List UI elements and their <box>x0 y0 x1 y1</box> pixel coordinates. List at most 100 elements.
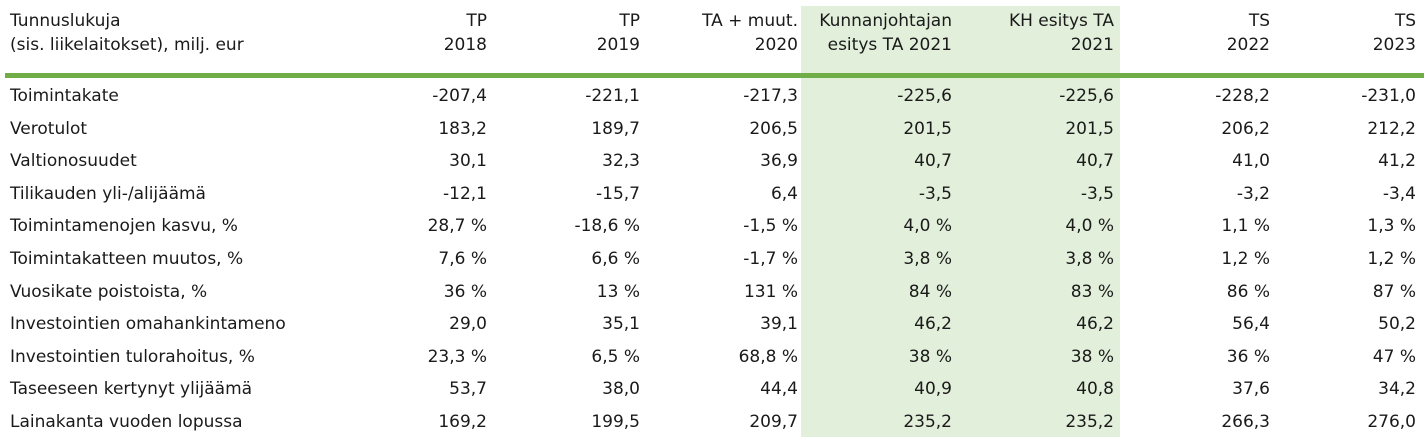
table-cell: -225,6 <box>1059 86 1114 106</box>
table-cell: 83 % <box>1070 281 1114 302</box>
table-cell: 68,8 % <box>738 346 798 367</box>
table-cell: 38 % <box>908 346 952 367</box>
table-cell: 40,9 <box>914 379 952 400</box>
header-col-kunnanjohtaja-2021: Kunnanjohtajan esitys TA 2021 <box>819 9 952 57</box>
table-cell: -15,7 <box>596 183 640 204</box>
table-cell: -3,4 <box>1382 183 1416 204</box>
table-cell: -228,2 <box>1215 86 1270 106</box>
table-body: Toimintakate -207,4 -221,1 -217,3 -225,6 -225… <box>0 82 1424 441</box>
table-cell: 40,8 <box>1076 379 1114 400</box>
header-col-tp-2019: TP 2019 <box>597 9 640 57</box>
header-col-line2: 2022 <box>1226 35 1270 55</box>
table-cell: -1,5 % <box>743 216 798 237</box>
header-label-line2: (sis. liikelaitokset), milj. eur <box>10 35 244 55</box>
table-cell: -231,0 <box>1361 86 1416 106</box>
table-cell: 50,2 <box>1378 314 1416 335</box>
table-cell: -3,5 <box>1080 183 1114 204</box>
table-cell: -225,6 <box>897 86 952 106</box>
table-cell: 56,4 <box>1232 314 1270 335</box>
table-cell: -1,7 % <box>743 248 798 269</box>
table-cell: 41,0 <box>1232 151 1270 172</box>
header-col-line1: TA + muut. <box>702 11 798 31</box>
table-cell: -3,2 <box>1236 183 1270 204</box>
table-cell: 206,2 <box>1221 118 1270 139</box>
row-label: Vuosikate poistoista, % <box>10 281 208 302</box>
table-cell: 30,1 <box>449 151 487 172</box>
table-cell: 1,3 % <box>1367 216 1416 237</box>
header-col-line1: KH esitys TA <box>1008 11 1114 31</box>
header-col-line1: Kunnanjohtajan <box>819 11 952 31</box>
table-cell: 6,6 % <box>591 248 640 269</box>
table-cell: 1,2 % <box>1367 248 1416 269</box>
table-cell: 86 % <box>1226 281 1270 302</box>
row-label: Toimintakate <box>10 86 119 106</box>
table-cell: 36,9 <box>760 151 798 172</box>
table-cell: 4,0 % <box>1065 216 1114 237</box>
table-cell: 46,2 <box>914 314 952 335</box>
table-cell: 47 % <box>1372 346 1416 367</box>
table-cell: 36 % <box>1226 346 1270 367</box>
header-col-line1: TS <box>1394 11 1416 31</box>
table-cell: 235,2 <box>1065 411 1114 432</box>
table-cell: 201,5 <box>1065 118 1114 139</box>
table-row: Toimintamenojen kasvu, % 28,7 % -18,6 % -1,… <box>0 212 1424 245</box>
table-cell: 4,0 % <box>903 216 952 237</box>
row-label: Valtionosuudet <box>10 151 137 172</box>
header-col-kh-2021: KH esitys TA 2021 <box>1009 9 1114 57</box>
table-cell: 28,7 % <box>427 216 487 237</box>
table-cell: 40,7 <box>914 151 952 172</box>
table-cell: -217,3 <box>743 86 798 106</box>
table-cell: 36 % <box>443 281 487 302</box>
header-col-line1: TP <box>466 11 487 31</box>
row-label: Verotulot <box>10 118 88 139</box>
table-header: Tunnuslukuja (sis. liikelaitokset), milj… <box>0 9 1424 59</box>
table-cell: 23,3 % <box>427 346 487 367</box>
table-cell: 39,1 <box>760 314 798 335</box>
row-label: Toimintamenojen kasvu, % <box>10 216 238 237</box>
table-row: Tilikauden yli-/alijäämä -12,1 -15,7 6,4 -3,… <box>0 180 1424 213</box>
header-col-ts-2023: TS 2023 <box>1373 9 1416 57</box>
table-cell: 46,2 <box>1076 314 1114 335</box>
table-cell: 201,5 <box>903 118 952 139</box>
table-cell: 44,4 <box>760 379 798 400</box>
table-cell: 40,7 <box>1076 151 1114 172</box>
table-row: Taseeseen kertynyt ylijäämä 53,7 38,0 44,4 4… <box>0 375 1424 408</box>
table-cell: 1,2 % <box>1221 248 1270 269</box>
table-cell: 131 % <box>743 281 798 302</box>
row-label: Lainakanta vuoden lopussa <box>10 411 243 432</box>
table-cell: 87 % <box>1372 281 1416 302</box>
header-col-line2: esitys TA 2021 <box>827 35 952 55</box>
header-col-line2: 2019 <box>596 35 640 55</box>
row-label: Investointien tulorahoitus, % <box>10 346 255 367</box>
header-col-line2: 2020 <box>754 35 798 55</box>
table-cell: 169,2 <box>438 411 487 432</box>
table-cell: 3,8 % <box>1065 248 1114 269</box>
table-cell: 34,2 <box>1378 379 1416 400</box>
table-cell: 13 % <box>596 281 640 302</box>
table-cell: 209,7 <box>749 411 798 432</box>
row-label: Tilikauden yli-/alijäämä <box>10 183 206 204</box>
table-row: Vuosikate poistoista, % 36 % 13 % 131 % 84 %… <box>0 278 1424 311</box>
table-cell: 235,2 <box>903 411 952 432</box>
table-cell: 38,0 <box>602 379 640 400</box>
table-cell: 276,0 <box>1367 411 1416 432</box>
table-row: Investointien tulorahoitus, % 23,3 % 6,5 %… <box>0 343 1424 376</box>
table-cell: 199,5 <box>591 411 640 432</box>
table-cell: 7,6 % <box>438 248 487 269</box>
header-col-line2: 2018 <box>443 35 487 55</box>
table-row: Verotulot 183,2 189,7 206,5 201,5 201,5 206,2 2… <box>0 115 1424 148</box>
row-label: Toimintakatteen muutos, % <box>10 248 244 269</box>
table-cell: 183,2 <box>438 118 487 139</box>
header-col-line1: TS <box>1248 11 1270 31</box>
table-cell: -12,1 <box>443 183 487 204</box>
table-cell: 32,3 <box>602 151 640 172</box>
table-cell: -207,4 <box>432 86 487 106</box>
table-cell: 84 % <box>908 281 952 302</box>
table-cell: 6,5 % <box>591 346 640 367</box>
table-cell: 29,0 <box>449 314 487 335</box>
header-col-line2: 2023 <box>1372 35 1416 55</box>
table-cell: 41,2 <box>1378 151 1416 172</box>
table-cell: 266,3 <box>1221 411 1270 432</box>
table-cell: 206,5 <box>749 118 798 139</box>
table-row: Valtionosuudet 30,1 32,3 36,9 40,7 40,7 41,0 41… <box>0 147 1424 180</box>
